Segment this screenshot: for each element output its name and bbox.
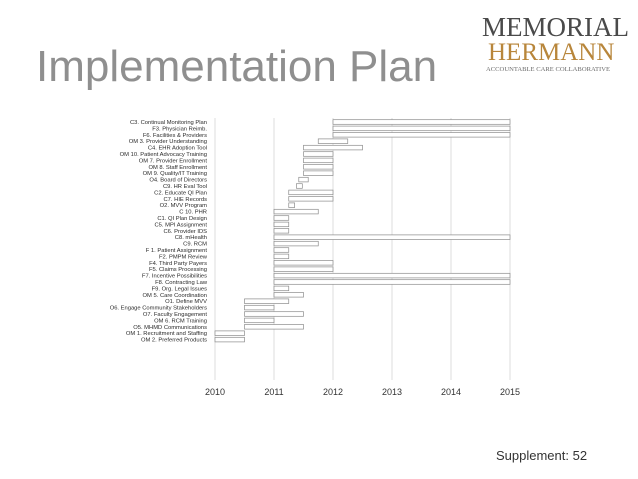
task-label: C7. HIE Records bbox=[164, 197, 208, 203]
gantt-bar bbox=[244, 324, 304, 330]
task-label: OM 2. Preferred Products bbox=[141, 338, 207, 344]
logo-line1: MEMORIAL bbox=[482, 12, 629, 42]
gantt-bar bbox=[273, 253, 290, 260]
task-label: F7. Incentive Possibilities bbox=[142, 274, 207, 280]
gantt-bar bbox=[288, 196, 334, 202]
task-label: O2. MVV Program bbox=[160, 203, 208, 209]
task-label: F6. Facilities & Providers bbox=[143, 133, 207, 139]
task-label: OM 8. Staff Enrollment bbox=[148, 165, 207, 171]
task-label: OM 6. RCM Training bbox=[154, 318, 207, 324]
gantt-bar bbox=[303, 164, 334, 170]
memorial-hermann-logo: MEMORIAL HERMANN ACCOUNTABLE CARE COLLAB… bbox=[482, 12, 629, 73]
gantt-bar bbox=[298, 176, 309, 183]
task-label: C9. RCM bbox=[183, 242, 207, 248]
bar-layer bbox=[214, 119, 511, 343]
task-label: F2. PMPM Review bbox=[159, 254, 208, 260]
x-tick-label: 2014 bbox=[441, 387, 461, 397]
gantt-bar bbox=[332, 119, 511, 125]
gantt-bar bbox=[244, 317, 275, 324]
gantt-bar bbox=[273, 279, 511, 285]
gantt-bar bbox=[303, 144, 363, 151]
task-label: C6. Provider IDS bbox=[164, 229, 208, 235]
gantt-bar bbox=[214, 330, 245, 336]
gantt-bar bbox=[273, 266, 334, 272]
task-label: O1. Define MVV bbox=[165, 299, 207, 305]
gantt-bar bbox=[273, 228, 290, 234]
task-label: C9. HR Eval Tool bbox=[163, 184, 207, 190]
task-label: F9. Org. Legal Issues bbox=[152, 286, 208, 292]
gantt-bar bbox=[303, 170, 334, 176]
x-tick-label: 2011 bbox=[264, 387, 283, 397]
gantt-bar bbox=[273, 234, 511, 240]
gantt-bar bbox=[214, 336, 245, 343]
gantt-bar bbox=[288, 189, 334, 196]
x-tick-label: 2015 bbox=[500, 387, 520, 397]
task-label: F4. Third Party Payers bbox=[149, 261, 207, 267]
task-label: C1. QI Plan Design bbox=[157, 216, 207, 222]
x-tick-label: 2012 bbox=[323, 387, 343, 397]
x-axis-ticks: 2010 2011 2012 2013 2014 2015 bbox=[205, 387, 520, 397]
gantt-bar bbox=[273, 208, 319, 215]
task-label: O4. Board of Directors bbox=[149, 178, 207, 184]
task-label: O7. Faculty Engagement bbox=[143, 312, 208, 318]
gantt-bar bbox=[273, 247, 290, 253]
gantt-bar bbox=[273, 221, 290, 228]
task-label: OM 3. Provider Understanding bbox=[129, 139, 207, 145]
gantt-bar bbox=[288, 202, 296, 208]
gantt-bar bbox=[273, 272, 511, 279]
task-label: C 10. PHR bbox=[179, 210, 207, 216]
task-label: F 1. Patient Assignment bbox=[146, 248, 208, 254]
grid-layer bbox=[214, 118, 511, 380]
slide-title: Implementation Plan bbox=[36, 42, 438, 91]
logo-tagline: ACCOUNTABLE CARE COLLABORATIVE bbox=[486, 66, 610, 73]
gantt-bar bbox=[273, 260, 334, 266]
gantt-bar bbox=[273, 285, 290, 292]
logo-line2: HERMANN bbox=[488, 39, 614, 66]
task-label: F5. Claims Processing bbox=[149, 267, 207, 273]
task-label: O6. Engage Community Stakeholders bbox=[110, 306, 207, 312]
task-label: C4. EHR Adoption Tool bbox=[148, 146, 207, 152]
task-label: OM 1. Recruitment and Staffing bbox=[126, 331, 207, 337]
task-label: F8. Contracting Law bbox=[155, 280, 208, 286]
gantt-bar bbox=[273, 292, 304, 298]
gantt-bar bbox=[273, 240, 319, 247]
task-label: OM 7. Provider Enrollment bbox=[139, 158, 208, 164]
task-label: F3. Physician Reimb. bbox=[152, 126, 207, 132]
task-label: C2. Educate QI Plan bbox=[154, 190, 207, 196]
gantt-bar bbox=[317, 138, 349, 144]
gantt-bar bbox=[332, 132, 511, 138]
gantt-bar bbox=[303, 151, 334, 157]
gantt-bar bbox=[244, 304, 275, 311]
x-tick-label: 2013 bbox=[382, 387, 402, 397]
gantt-bar bbox=[273, 215, 290, 221]
gantt-bar bbox=[296, 183, 303, 189]
task-label: O5. MHMD Communications bbox=[133, 325, 207, 331]
task-label: C5. MPI Assignment bbox=[154, 222, 207, 228]
task-label: OM 5. Care Coordination bbox=[143, 293, 207, 299]
gantt-bar bbox=[332, 125, 511, 132]
supplement-label: Supplement: 52 bbox=[496, 448, 588, 463]
task-label: C3. Continual Monitoring Plan bbox=[130, 120, 207, 126]
gantt-bar bbox=[244, 298, 290, 304]
gantt-bar bbox=[303, 157, 334, 164]
task-label: C8. mHealth bbox=[175, 235, 207, 241]
task-label: OM 10. Patient Advocacy Training bbox=[120, 152, 207, 158]
task-label: OM 9. Quality/IT Training bbox=[143, 171, 207, 177]
gantt-bar bbox=[244, 311, 304, 317]
x-tick-label: 2010 bbox=[205, 387, 225, 397]
